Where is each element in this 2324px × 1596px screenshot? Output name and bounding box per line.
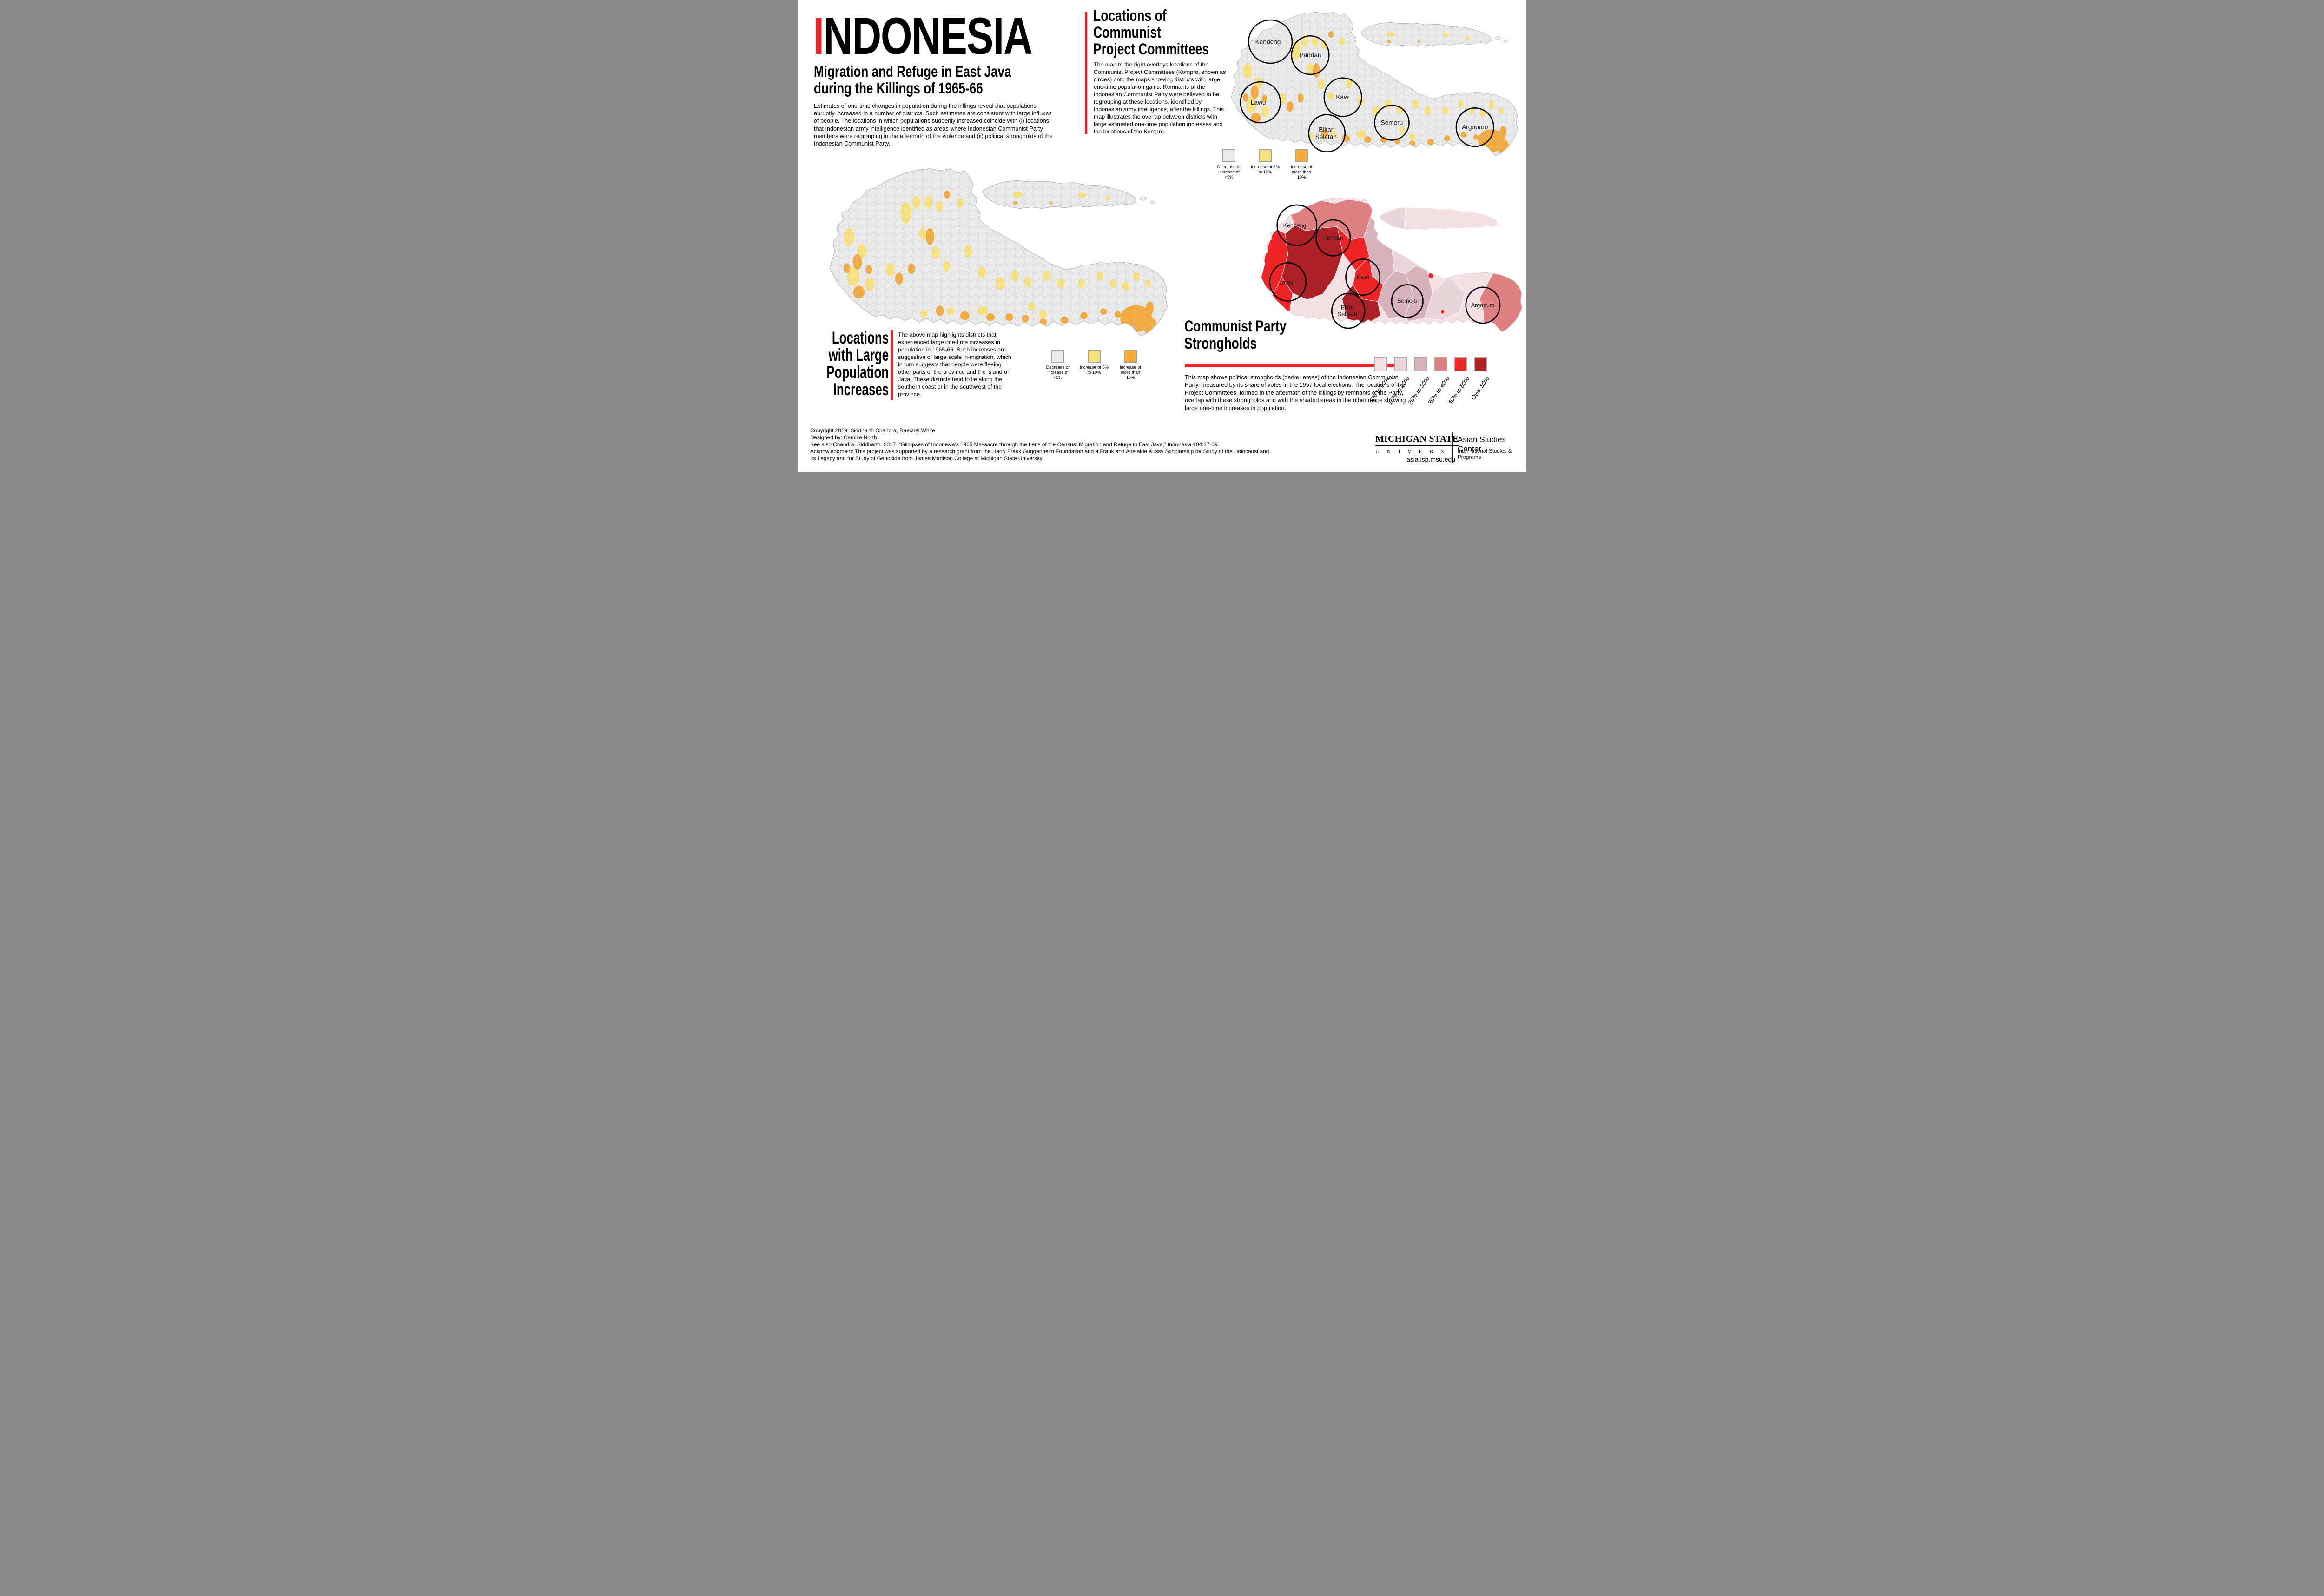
strongholds-heading-line2: Strongholds xyxy=(1184,335,1257,353)
legend-strongholds: 0% to 10% 10% to 20% 20% to 30% 30% to 4… xyxy=(1368,357,1494,406)
legend-swatch-yellow xyxy=(1088,350,1101,363)
increases-accent-bar xyxy=(891,330,893,400)
label-blitar-2: Selatan xyxy=(1315,133,1337,140)
label-kendeng: Kendeng xyxy=(1283,222,1307,229)
legend-item: Decrease or increase of <5% xyxy=(1043,350,1073,380)
asian-studies-center: Asian Studies Center xyxy=(1458,435,1506,453)
legend-item: Decrease or increase of <5% xyxy=(1214,149,1244,180)
kompro-heading-line1: Locations of xyxy=(1093,7,1167,25)
kompro-heading-line2: Communist xyxy=(1093,24,1161,42)
footer-credits: Copyright 2019: Siddharth Chandra, Raech… xyxy=(810,427,1354,462)
legend-swatch-20-30 xyxy=(1414,357,1427,371)
legend-swatch-orange xyxy=(1124,350,1137,363)
legend-item: 30% to 40% xyxy=(1426,357,1451,406)
label-kendeng: Kendeng xyxy=(1255,39,1281,46)
legend-item: Increase of more than 10% xyxy=(1286,149,1317,180)
label-argopuro: Argopuro xyxy=(1462,124,1488,131)
legend-swatch-orange xyxy=(1295,149,1308,162)
map-population-increases xyxy=(816,161,1172,343)
legend-swatch-yellow xyxy=(1259,149,1272,162)
journal-title: Indonesia xyxy=(1168,441,1192,448)
strongholds-heading-line1: Communist Party xyxy=(1184,318,1287,335)
label-semeru: Semeru xyxy=(1397,298,1417,305)
title-block: INDONESIA xyxy=(813,10,1094,62)
legend-swatch-gray xyxy=(1222,149,1235,162)
label-pandan: Pandan xyxy=(1323,235,1343,241)
strongholds-heading: Communist Party Strongholds xyxy=(1184,318,1287,353)
increases-heading-line4: Increases xyxy=(833,380,889,399)
legend-item: 10% to 20% xyxy=(1386,357,1411,406)
legend-swatch-over-50 xyxy=(1474,357,1487,371)
kompro-accent-bar xyxy=(1085,12,1087,134)
footer-line-copyright: Copyright 2019: Siddharth Chandra, Raech… xyxy=(810,427,935,434)
label-kawi: Kawi xyxy=(1336,94,1350,101)
label-kawi: Kawi xyxy=(1357,274,1369,280)
subtitle-line2: during the Killings of 1965-66 xyxy=(814,79,983,97)
legend-item: Increase of 5% to 10% xyxy=(1079,350,1109,380)
footer-line-citation: See also Chandra, Siddharth. 2017. “Glim… xyxy=(810,441,1219,448)
label-pandan: Pandan xyxy=(1299,52,1321,59)
logo-divider xyxy=(1452,432,1453,463)
poster-title: INDONESIA xyxy=(813,7,1033,65)
strongholds-paragraph: This map shows political strongholds (da… xyxy=(1185,374,1406,411)
label-blitar-1: Blitar xyxy=(1319,126,1334,133)
legend-swatch-10-20 xyxy=(1394,357,1407,371)
strongholds-accent-rule xyxy=(1185,364,1406,367)
label-lawu: Lawu xyxy=(1251,99,1266,106)
kompro-paragraph: The map to the right overlays locations … xyxy=(1094,61,1226,135)
footer-line-acknowledgment: Acknowledgment: This project was support… xyxy=(810,448,1269,455)
map-kompro-labels: Kendeng Pandan Lawu Kawi Blitar Selatan … xyxy=(1251,39,1488,140)
legend-swatch-0-10 xyxy=(1374,357,1387,371)
legend-swatch-gray xyxy=(1051,350,1064,363)
map-communist-strongholds: Kendeng Pandan Lawu Kawi Blitar Selatan … xyxy=(1261,197,1523,332)
label-lawu: Lawu xyxy=(1279,279,1293,285)
subtitle-line1: Migration and Refuge in East Java xyxy=(814,63,1011,80)
label-blitar-1: Blitar xyxy=(1341,304,1354,311)
legend-item: Increase of more than 10% xyxy=(1115,350,1146,380)
legend-item: 0% to 10% xyxy=(1368,357,1391,403)
label-semeru: Semeru xyxy=(1381,119,1403,126)
legend-swatch-40-50 xyxy=(1454,357,1467,371)
kompro-heading-line3: Project Committees xyxy=(1093,40,1209,59)
legend-population-top: Decrease or increase of <5% Increase of 5%… xyxy=(1214,149,1322,180)
increases-heading-line1: Locations xyxy=(832,328,889,347)
legend-item: Increase of 5% to 10% xyxy=(1250,149,1281,180)
map-strongholds-labels: Kendeng Pandan Lawu Kawi Blitar Selatan … xyxy=(1279,222,1495,318)
international-studies-programs: International Studies & Programs xyxy=(1458,448,1512,460)
increases-paragraph: The above map highlights districts that … xyxy=(898,331,1011,397)
msu-logo: MICHIGAN STATE U N I V E R S I T Y xyxy=(1375,434,1478,455)
label-blitar-2: Selatan xyxy=(1338,311,1357,318)
kompro-heading: Locations of Communist Project Committee… xyxy=(1093,7,1209,58)
map-kompro-population: Kendeng Pandan Lawu Kawi Blitar Selatan … xyxy=(1220,6,1522,162)
legend-label-over-50: Over 50% xyxy=(1469,375,1491,401)
increases-heading-line3: Population xyxy=(826,363,889,382)
legend-item: 40% to 50% xyxy=(1446,357,1471,406)
increases-heading: Locations with Large Population Increase… xyxy=(826,329,889,398)
msu-university: U N I V E R S I T Y xyxy=(1375,448,1479,455)
increases-heading-line2: with Large xyxy=(828,345,889,364)
title-rest: NDONESIA xyxy=(823,7,1033,65)
legend-population-bottom: Decrease or increase of <5% Increase of 5%… xyxy=(1043,350,1151,380)
footer-line-acknowledgment-2: Its Legacy and for Study of Genocide fro… xyxy=(810,455,1044,462)
poster-root: INDONESIA Migration and Refuge in East J… xyxy=(798,0,1526,472)
poster-subtitle: Migration and Refuge in East Java during… xyxy=(814,63,1011,97)
title-initial-red: I xyxy=(813,7,824,65)
intro-paragraph: Estimates of one-time changes in populat… xyxy=(814,103,1053,147)
legend-swatch-30-40 xyxy=(1434,357,1447,371)
msu-wordmark: MICHIGAN STATE xyxy=(1375,434,1459,446)
label-argopuro: Argopuro xyxy=(1471,302,1495,309)
legend-item: 20% to 30% xyxy=(1406,357,1431,406)
footer-line-designer: Designed by: Camille North xyxy=(810,434,877,441)
asc-url-link[interactable]: asia.isp.msu.edu xyxy=(1406,456,1456,463)
legend-item: Over 50% xyxy=(1470,357,1491,401)
